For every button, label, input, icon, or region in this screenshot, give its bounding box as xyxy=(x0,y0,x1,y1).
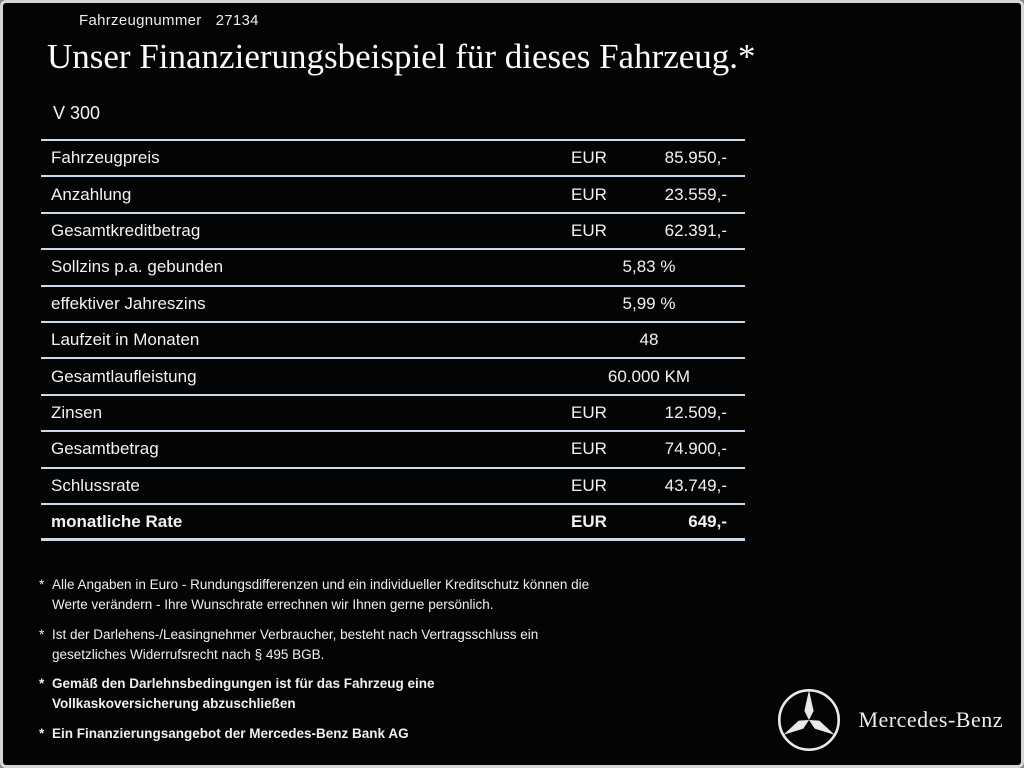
table-row: Gesamtbetrag EUR 74.900,- xyxy=(41,432,745,469)
row-value: EUR 43.749,- xyxy=(571,476,727,496)
row-value: EUR 12.509,- xyxy=(571,403,727,423)
table-row: Laufzeit in Monaten 48 xyxy=(41,323,745,360)
brand-name: Mercedes-Benz xyxy=(858,707,1003,732)
row-label: Anzahlung xyxy=(51,184,132,204)
row-label: monatliche Rate xyxy=(51,511,183,531)
row-label: Gesamtlaufleistung xyxy=(51,366,197,386)
footnote-text: Gemäß den Darlehnsbedingungen ist für da… xyxy=(52,676,435,712)
amount: 85.950,- xyxy=(664,148,727,168)
amount: 649,- xyxy=(688,511,727,531)
table-row: monatliche Rate EUR 649,- xyxy=(41,505,745,542)
page-title: Unser Finanzierungsbeispiel für dieses F… xyxy=(47,37,756,76)
row-value: 5,83 % xyxy=(622,257,676,277)
row-label: effektiver Jahreszins xyxy=(51,293,206,313)
footnote-marker: * xyxy=(39,725,45,741)
row-value: EUR 649,- xyxy=(571,512,727,532)
row-label: Fahrzeugpreis xyxy=(51,148,160,168)
brand-area: Mercedes-Benz xyxy=(776,687,1003,753)
currency-unit: EUR xyxy=(571,402,607,422)
vehicle-number: Fahrzeugnummer 27134 xyxy=(79,12,259,29)
row-label: Gesamtbetrag xyxy=(51,439,159,459)
currency-unit: EUR xyxy=(571,184,607,204)
footnote: * Ist der Darlehens-/Leasingnehmer Verbra… xyxy=(39,625,799,666)
row-value: EUR 85.950,- xyxy=(571,148,727,168)
footnote-text: Ist der Darlehens-/Leasingnehmer Verbrau… xyxy=(52,626,539,662)
currency-unit: EUR xyxy=(571,220,607,240)
row-value: EUR 74.900,- xyxy=(571,439,727,459)
footnote-text: Alle Angaben in Euro - Rundungsdifferenz… xyxy=(52,577,590,613)
amount: 12.509,- xyxy=(664,402,727,422)
footnote: * Alle Angaben in Euro - Rundungsdifferen… xyxy=(39,575,799,616)
table-row: Gesamtlaufleistung 60.000 KM xyxy=(41,359,745,396)
amount: 62.391,- xyxy=(664,220,727,240)
table-row: Gesamtkreditbetrag EUR 62.391,- xyxy=(41,214,745,251)
row-value: EUR 62.391,- xyxy=(571,221,727,241)
footnote-text: Ein Finanzierungsangebot der Mercedes-Be… xyxy=(52,725,409,741)
table-row: Sollzins p.a. gebunden 5,83 % xyxy=(41,250,745,287)
footnote-marker: * xyxy=(39,577,45,592)
mercedes-star-icon xyxy=(776,687,842,753)
footnote-marker: * xyxy=(39,676,45,691)
row-label: Zinsen xyxy=(51,402,103,422)
amount: 23.559,- xyxy=(664,184,727,204)
table-row: Schlussrate EUR 43.749,- xyxy=(41,469,745,505)
row-label: Laufzeit in Monaten xyxy=(51,330,200,350)
finance-table: Fahrzeugpreis EUR 85.950,- Anzahlung EUR 23.5… xyxy=(41,139,745,542)
currency-unit: EUR xyxy=(571,475,607,495)
row-label: Gesamtkreditbetrag xyxy=(51,220,201,240)
row-value: 5,99 % xyxy=(622,293,676,313)
table-row: Fahrzeugpreis EUR 85.950,- xyxy=(41,141,745,178)
footnote-marker: * xyxy=(39,626,45,642)
vehicle-model: V 300 xyxy=(53,103,101,123)
row-value: 60.000 KM xyxy=(607,366,691,386)
row-label: Schlussrate xyxy=(51,475,140,495)
table-row: Zinsen EUR 12.509,- xyxy=(41,396,745,433)
currency-unit: EUR xyxy=(571,439,607,459)
footnotes: * Alle Angaben in Euro - Rundungsdifferen… xyxy=(39,575,799,753)
vehicle-number-value: 27134 xyxy=(215,12,259,29)
vehicle-number-label: Fahrzeugnummer xyxy=(79,12,202,29)
amount: 43.749,- xyxy=(664,475,727,495)
row-value: 48 xyxy=(639,330,659,350)
table-row: effektiver Jahreszins 5,99 % xyxy=(41,287,745,323)
amount: 74.900,- xyxy=(664,439,727,459)
currency-unit: EUR xyxy=(571,511,607,531)
footnote: * Ein Finanzierungsangebot der Mercedes-B… xyxy=(39,724,799,744)
currency-unit: EUR xyxy=(571,148,607,168)
footnote: * Gemäß den Darlehnsbedingungen ist für d… xyxy=(39,674,799,715)
row-label: Sollzins p.a. gebunden xyxy=(51,257,224,277)
row-value: EUR 23.559,- xyxy=(571,185,727,205)
table-row: Anzahlung EUR 23.559,- xyxy=(41,177,745,214)
